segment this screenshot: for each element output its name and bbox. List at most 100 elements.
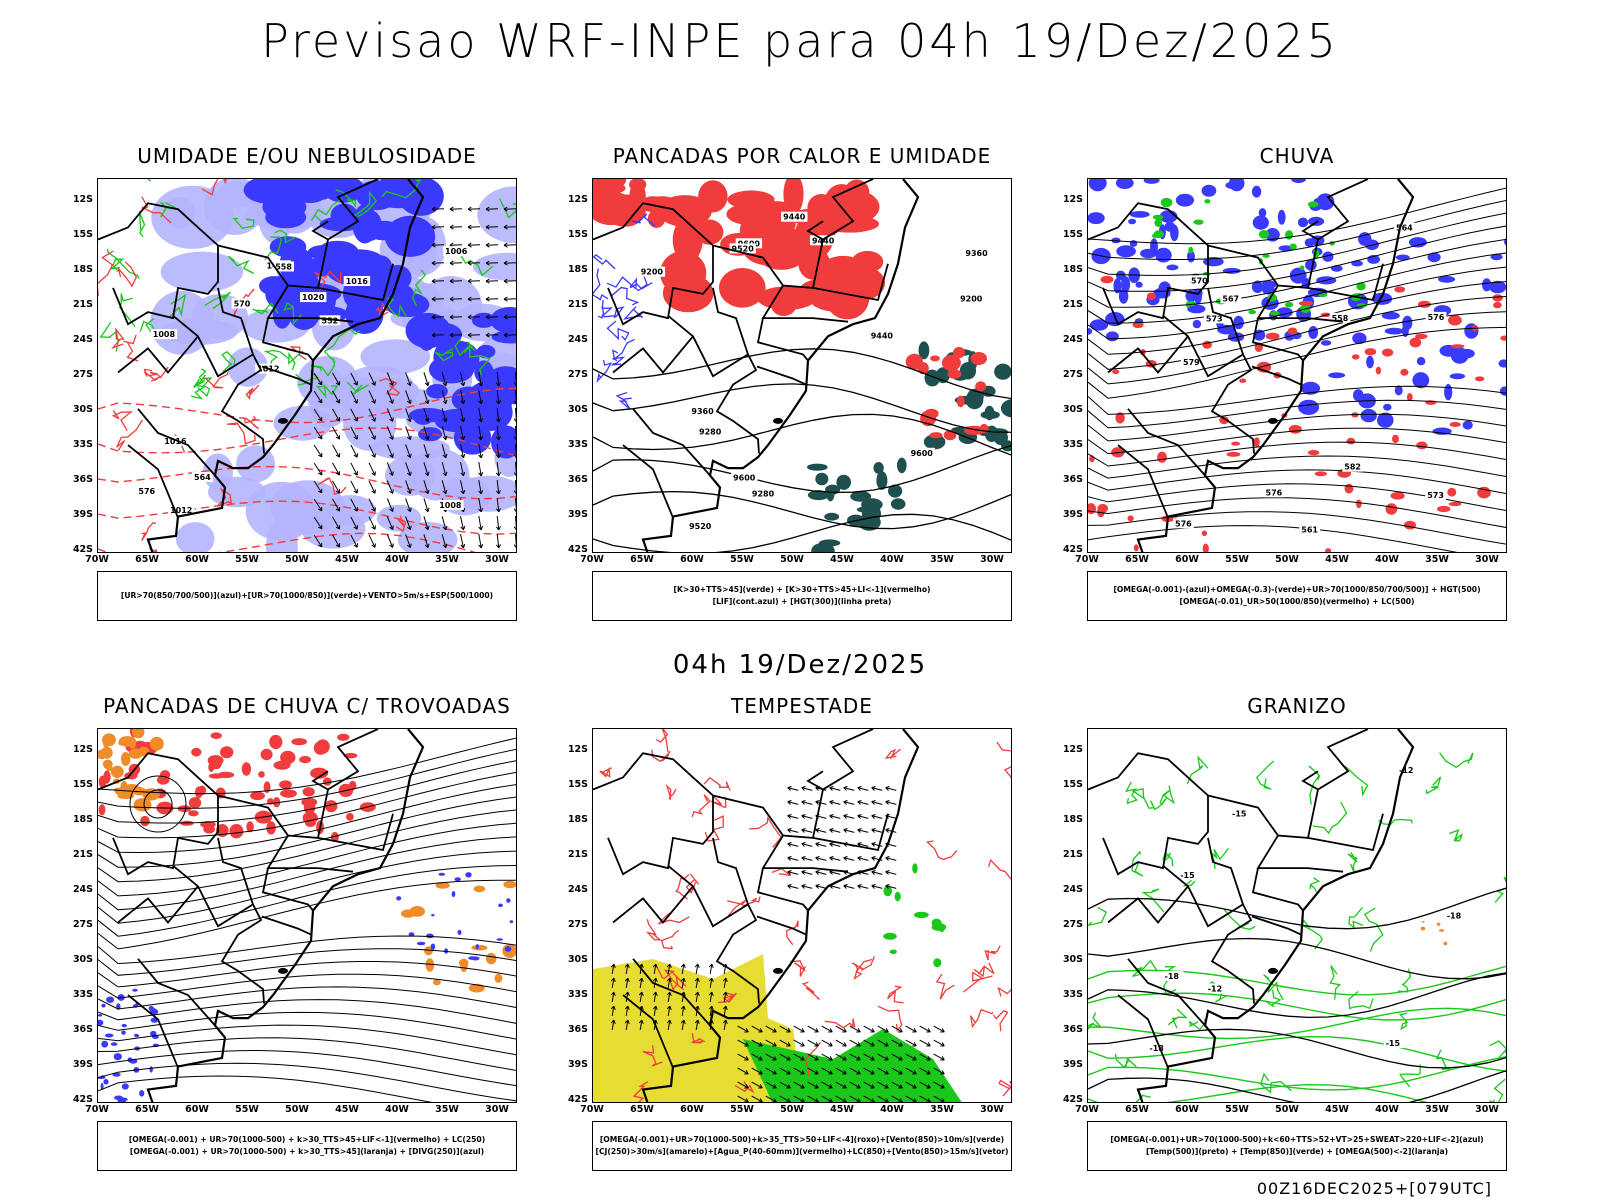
border-line xyxy=(761,835,849,873)
wind-arrow xyxy=(821,1025,833,1033)
wind-arrow xyxy=(681,992,685,1002)
contour-line xyxy=(335,189,357,209)
contour-line xyxy=(685,873,700,895)
streamline xyxy=(98,1075,433,1102)
wind-arrow-head xyxy=(424,453,430,459)
label-bg xyxy=(1383,1038,1405,1049)
contour-line xyxy=(660,929,679,950)
shade-cell xyxy=(1285,230,1293,240)
wind-arrow xyxy=(807,1039,819,1047)
wind-arrow-head xyxy=(431,314,436,320)
wind-arrow-head xyxy=(814,1056,819,1061)
wind-arrow-head xyxy=(786,1042,791,1047)
shade-cell xyxy=(355,180,399,211)
contour-line xyxy=(973,962,995,978)
shade-cell xyxy=(1500,335,1506,341)
wind-arrow xyxy=(849,1025,861,1033)
shade-cell xyxy=(241,762,252,776)
wind-arrow xyxy=(441,462,447,476)
wind-arrow-head xyxy=(787,828,792,833)
wind-arrow xyxy=(496,534,500,548)
contour-line xyxy=(1088,1007,1506,1040)
wind-arrow-head xyxy=(467,314,472,320)
border-line xyxy=(806,770,824,791)
shade-cell xyxy=(509,920,514,924)
streamline xyxy=(1088,225,1506,292)
shade-cell xyxy=(918,341,930,360)
border-line xyxy=(712,729,874,839)
wind-arrow xyxy=(611,1006,615,1016)
border-line xyxy=(612,885,694,924)
wind-arrow xyxy=(332,426,340,440)
contour-line xyxy=(138,210,146,238)
streamline xyxy=(98,948,516,976)
wind-arrow xyxy=(829,829,841,833)
wind-arrow-head xyxy=(371,489,376,494)
wind-arrow-head xyxy=(353,489,358,494)
wind-arrow xyxy=(515,497,516,513)
wind-arrow-head xyxy=(758,1070,763,1075)
latitude-tick: 12S xyxy=(567,194,588,205)
legend-line: [K>30+TTS>45](verde) + [K>30+TTS>45+LI<-… xyxy=(673,585,931,594)
shade-cell xyxy=(1251,185,1262,198)
wind-arrow-head xyxy=(442,381,448,387)
latitude-tick: 24S xyxy=(567,884,588,895)
wind-arrow xyxy=(368,480,376,494)
shade-cell xyxy=(931,918,942,928)
shade-cell xyxy=(106,996,115,1003)
label-bg xyxy=(1162,970,1184,981)
wind-arrow xyxy=(515,407,516,423)
wind-arrow xyxy=(793,1025,805,1033)
wind-arrow xyxy=(821,1039,833,1047)
wind-arrow-head xyxy=(503,206,508,212)
contour-line xyxy=(1308,765,1321,805)
wind-arrow xyxy=(765,1039,777,1047)
shade-cell xyxy=(279,780,292,789)
wind-arrow-head xyxy=(485,332,490,338)
wind-arrow-head xyxy=(744,1084,749,1089)
geography-lines xyxy=(1088,179,1415,552)
wind-arrow-head xyxy=(478,418,484,423)
contour-label: 570 xyxy=(234,300,251,309)
longitude-tick: 40W xyxy=(1375,1104,1399,1115)
shade-cell xyxy=(1299,265,1305,271)
shade-cell xyxy=(1489,280,1506,294)
wind-arrow xyxy=(877,1039,889,1047)
wind-arrow-head xyxy=(666,977,672,982)
label-bg xyxy=(1263,487,1285,498)
wind-arrow-head xyxy=(857,856,862,861)
wind-arrow-head xyxy=(885,786,890,791)
contour-line xyxy=(610,286,640,306)
shade-cell xyxy=(873,462,884,474)
streamline xyxy=(1088,497,1506,528)
longitude-tick: 70W xyxy=(85,554,109,565)
wind-arrow-head xyxy=(828,1084,833,1089)
wind-arrow-head xyxy=(814,1042,819,1047)
shade-cell xyxy=(1252,215,1269,230)
shade-cell xyxy=(503,880,516,889)
border-line xyxy=(1107,335,1189,374)
wind-arrow xyxy=(653,964,657,974)
wind-arrow xyxy=(843,857,855,861)
border-line xyxy=(712,179,874,289)
wind-arrow-head xyxy=(317,416,323,422)
latitude-tick: 27S xyxy=(1062,919,1083,930)
wind-arrow xyxy=(478,498,482,512)
contour-line xyxy=(204,372,229,389)
contour-line xyxy=(1347,851,1358,874)
wind-arrow-head xyxy=(353,435,358,440)
shade-cell xyxy=(220,746,234,759)
wind-arrow xyxy=(681,964,685,974)
shade-cell xyxy=(1262,254,1270,258)
coastline xyxy=(146,179,425,552)
shade-cell xyxy=(98,775,107,788)
wind-arrow-head xyxy=(801,814,806,819)
wind-arrow xyxy=(919,1053,931,1061)
latitude-tick: 12S xyxy=(1062,194,1083,205)
wind-arrow-head xyxy=(829,786,834,791)
border-line xyxy=(622,994,674,1069)
border-line xyxy=(1251,915,1302,936)
longitude-tick: 35W xyxy=(435,554,459,565)
latitude-tick: 27S xyxy=(72,919,93,930)
